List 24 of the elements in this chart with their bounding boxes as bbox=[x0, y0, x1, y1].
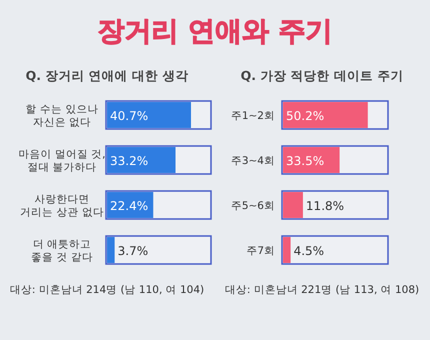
bar bbox=[283, 237, 291, 263]
data-label: 50.2% bbox=[286, 109, 324, 123]
y-tick-label: 할 수는 있으나 자신은 없다 bbox=[26, 104, 98, 128]
data-label: 33.5% bbox=[286, 154, 324, 168]
data-label: 33.2% bbox=[110, 154, 148, 168]
text: 대상: 미혼남녀 214명 (남 110, 여 104) bbox=[10, 284, 204, 296]
y-tick-label: 주1~2회 bbox=[230, 110, 275, 122]
chart-subtitle: Q. 장거리 연애에 대한 생각 bbox=[26, 68, 188, 83]
text: 대상: 미혼남녀 221명 (남 113, 여 108) bbox=[224, 284, 420, 296]
chart-title: 장거리 연애와 주기 bbox=[98, 16, 332, 47]
data-label: 40.7% bbox=[110, 109, 148, 123]
y-tick-label: 더 애틋하고 좋을 것 같다 bbox=[31, 238, 93, 264]
y-tick-label: 사랑한다면 거리는 상관 없다 bbox=[20, 194, 104, 218]
y-tick-label: 주5~6회 bbox=[230, 200, 275, 212]
y-tick-label: 마음이 멀어질 것, 절대 불가하다 bbox=[18, 148, 106, 174]
chart-subtitle: Q. 가장 적당한 데이트 주기 bbox=[240, 68, 404, 83]
bar bbox=[283, 192, 303, 218]
data-label: 11.8% bbox=[306, 199, 344, 213]
data-label: 3.7% bbox=[118, 244, 148, 258]
data-label: 4.5% bbox=[294, 244, 324, 258]
y-tick-label: 주7회 bbox=[246, 245, 275, 257]
bar bbox=[107, 237, 115, 263]
data-label: 22.4% bbox=[110, 199, 148, 213]
y-tick-label: 주3~4회 bbox=[230, 155, 275, 167]
